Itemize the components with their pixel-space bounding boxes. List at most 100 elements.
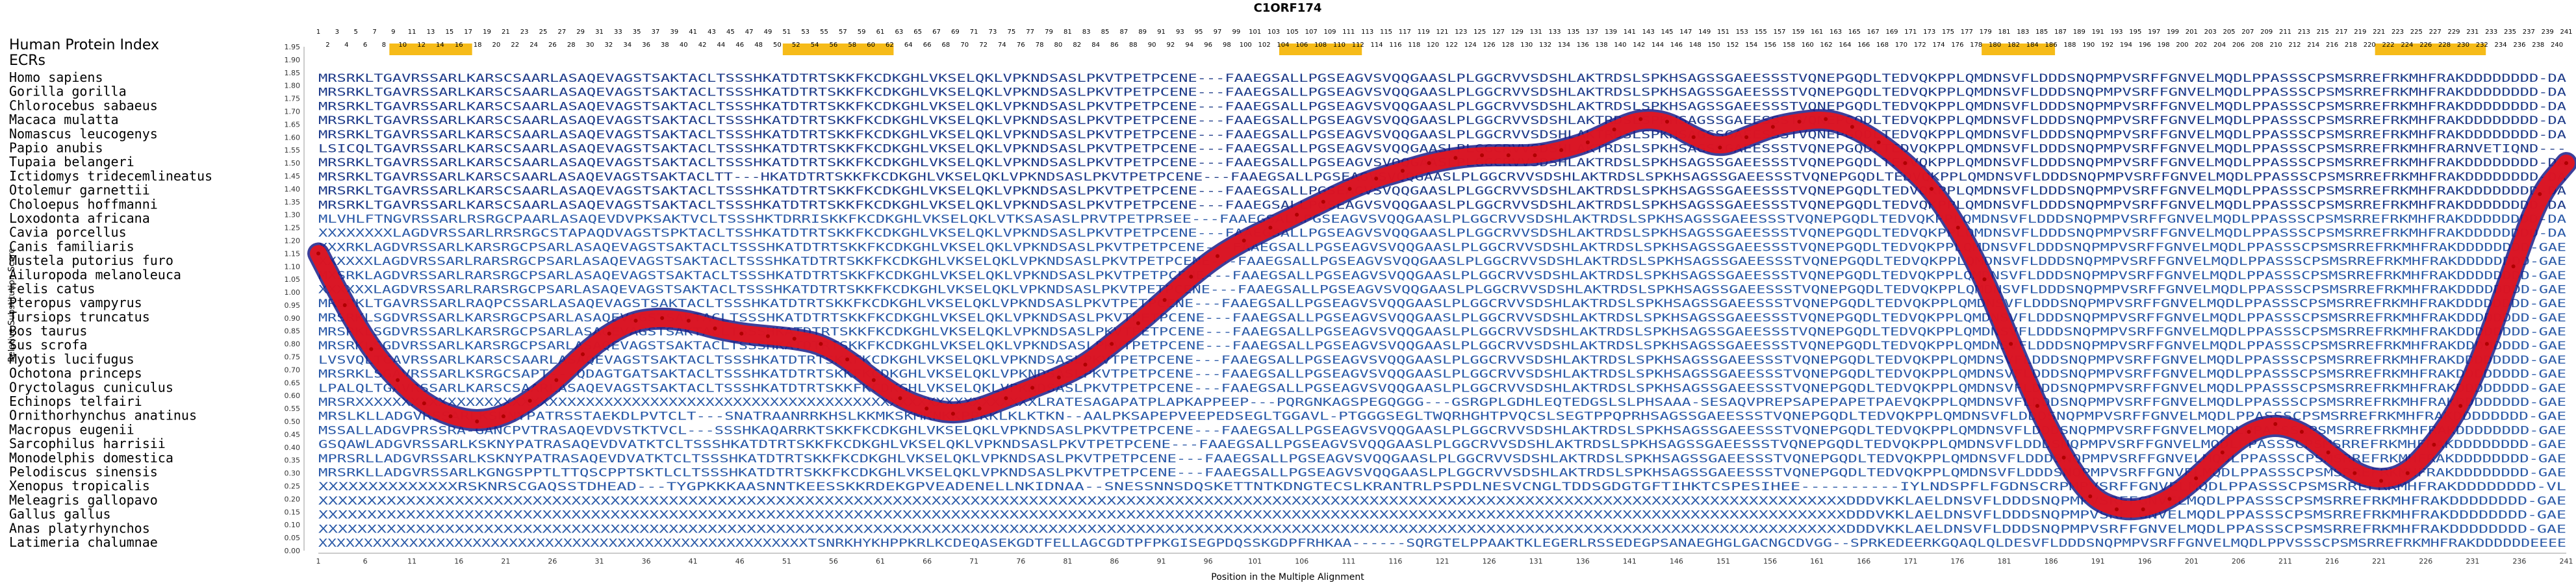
index-number-54: 54 (811, 42, 819, 49)
index-number-201: 201 (2186, 29, 2198, 36)
x-tick-label-19: 96 (1204, 557, 1213, 566)
curve-point-77 (2326, 450, 2330, 455)
index-number-75: 75 (1007, 29, 1015, 36)
species-label-17: Pteropus vampyrus (9, 295, 142, 310)
curve-point-36 (1242, 238, 1246, 243)
curve-point-51 (1639, 117, 1643, 121)
index-number-228: 228 (2438, 42, 2451, 49)
y-tick-label-19: 0.95 (285, 301, 301, 310)
index-number-143: 143 (1642, 29, 1655, 36)
index-number-13: 13 (427, 29, 435, 36)
index-number-89: 89 (1138, 29, 1147, 36)
y-tick-label-0: 0.00 (285, 547, 301, 555)
index-number-220: 220 (2364, 42, 2376, 49)
x-tick-label-27: 136 (1576, 557, 1590, 566)
y-tick-label-1: 0.05 (285, 534, 301, 542)
index-number-47: 47 (745, 29, 754, 36)
index-number-92: 92 (1167, 42, 1175, 49)
index-number-115: 115 (1380, 29, 1392, 36)
index-number-59: 59 (858, 29, 866, 36)
index-number-103: 103 (1268, 29, 1280, 36)
curve-point-21 (845, 357, 850, 362)
curve-point-6 (448, 414, 453, 419)
species-label-16: Felis catus (9, 281, 95, 296)
index-number-81: 81 (1064, 29, 1072, 36)
x-tick-label-26: 131 (1529, 557, 1543, 566)
index-number-197: 197 (2148, 29, 2160, 36)
x-tick-label-47: 236 (2512, 557, 2526, 566)
sequence-row-26: MSSALLADGVPRSSRA-GANCPVTRASAQEVDVSTKTVCL… (318, 424, 2566, 437)
curve-point-39 (1321, 199, 1325, 204)
curve-point-45 (1480, 153, 1485, 158)
curve-point-26 (977, 406, 982, 411)
species-label-21: Myotis lucifugus (9, 351, 134, 367)
curve-point-70 (2141, 507, 2145, 512)
y-tick-label-8: 0.40 (285, 443, 301, 452)
curve-point-84 (2511, 264, 2516, 269)
y-tick-label-13: 0.65 (285, 379, 301, 387)
species-label-14: Mustela putorius furo (9, 253, 173, 268)
index-number-152: 152 (1726, 42, 1739, 49)
index-number-63: 63 (895, 29, 903, 36)
index-number-232: 232 (2476, 42, 2488, 49)
index-number-108: 108 (1314, 42, 1327, 49)
index-number-127: 127 (1492, 29, 1505, 36)
sequence-row-15: MXSRKLAGDVRSSARLRARSRGCPSARLASAQEVAGSTSA… (318, 269, 2566, 282)
index-number-149: 149 (1698, 29, 1711, 36)
sequence-row-6: LSICQLTGAVRSSARLKARSCSAARLASAQEVAGSTSAKT… (318, 142, 2566, 155)
index-number-180: 180 (1989, 42, 2001, 49)
species-label-18: Tursiops truncatus (9, 309, 150, 325)
index-number-181: 181 (1998, 29, 2010, 36)
curve-point-8 (501, 414, 505, 419)
index-number-73: 73 (989, 29, 997, 36)
index-number-117: 117 (1399, 29, 1411, 36)
index-number-239: 239 (2542, 29, 2554, 36)
index-number-209: 209 (2260, 29, 2273, 36)
index-number-14: 14 (436, 42, 444, 49)
y-tick-label-6: 0.30 (285, 469, 301, 478)
index-number-65: 65 (913, 29, 922, 36)
curve-point-60 (1876, 140, 1881, 145)
curve-point-58 (1824, 117, 1828, 121)
index-number-105: 105 (1286, 29, 1299, 36)
curve-point-73 (2220, 450, 2225, 455)
index-number-42: 42 (698, 42, 707, 49)
curve-point-49 (1585, 140, 1590, 145)
index-number-176: 176 (1951, 42, 1963, 49)
index-number-83: 83 (1082, 29, 1091, 36)
index-number-199: 199 (2167, 29, 2179, 36)
index-number-124: 124 (1464, 42, 1477, 49)
index-number-208: 208 (2251, 42, 2264, 49)
x-tick-label-30: 151 (1716, 557, 1730, 566)
species-label-30: Xenopus tropicalis (9, 478, 150, 493)
curve-point-83 (2484, 342, 2489, 346)
x-tick-label-33: 166 (1857, 557, 1870, 566)
alignment-sequences: MRSRKLTGAVRSSARLKARSCSAARLASAQEVAGSTSAKT… (318, 72, 2566, 550)
index-number-3: 3 (335, 29, 339, 36)
curve-point-43 (1427, 161, 1431, 166)
species-label-5: Nomascus leucogenys (9, 126, 158, 142)
index-number-178: 178 (1970, 42, 1982, 49)
index-number-114: 114 (1371, 42, 1383, 49)
species-label-10: Choloepus hoffmanni (9, 196, 158, 212)
index-number-136: 136 (1577, 42, 1589, 49)
index-number-151: 151 (1717, 29, 1729, 36)
index-number-109: 109 (1323, 29, 1336, 36)
index-number-186: 186 (2045, 42, 2058, 49)
curve-point-19 (792, 336, 797, 341)
curve-point-65 (2009, 342, 2013, 346)
x-tick-label-14: 71 (969, 557, 978, 566)
y-tick-label-11: 0.55 (285, 405, 301, 413)
curve-point-47 (1533, 153, 1537, 158)
species-label-3: Chlorocebus sabaeus (9, 97, 158, 113)
x-tick-label-10: 51 (782, 557, 791, 566)
sequence-row-8: MRSRKLTGAVRSSARLKARSCSAARLASAQEVAGSTSAKT… (318, 171, 2566, 184)
curve-point-42 (1400, 169, 1405, 173)
index-number-40: 40 (680, 42, 688, 49)
curve-point-5 (422, 401, 426, 406)
sequence-row-27: GSQAWLADGVRSSARLKSKNYPATRASAQEVDVATKTCLT… (318, 438, 2566, 451)
y-tick-label-17: 0.85 (285, 327, 301, 336)
index-number-30: 30 (586, 42, 594, 49)
index-number-113: 113 (1361, 29, 1373, 36)
